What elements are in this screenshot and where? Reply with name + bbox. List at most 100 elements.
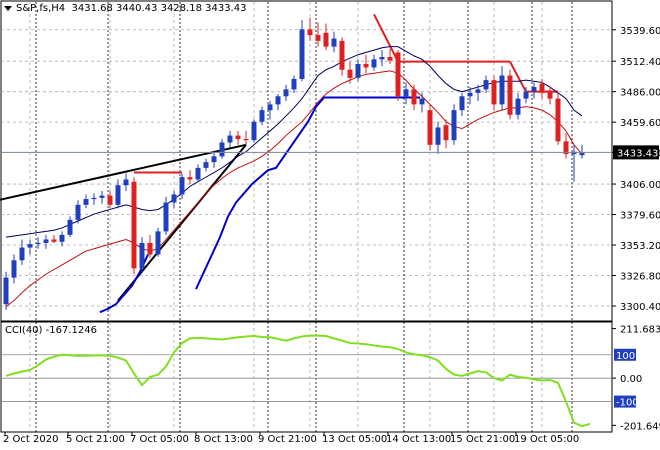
bull-candle (459, 96, 465, 111)
bear-candle (395, 52, 401, 97)
bull-candle (227, 135, 233, 143)
bull-candle (83, 199, 89, 205)
stop-line (99, 254, 149, 314)
bull-candle (163, 202, 169, 232)
bull-candle (219, 142, 225, 157)
bull-candle (419, 98, 425, 105)
cci-tick-label: 0.00 (620, 374, 642, 385)
bear-candle (363, 63, 369, 68)
bull-candle (531, 87, 537, 92)
bear-candle (307, 29, 313, 36)
y-tick-label: 3379.60 (620, 211, 660, 222)
cci-level-badge (614, 395, 636, 408)
bull-candle (91, 197, 97, 200)
bull-candle (211, 156, 217, 163)
bear-candle (507, 75, 513, 115)
cci-header: CCI(40) -167.1246 (5, 325, 97, 336)
bull-candle (123, 179, 129, 186)
main-plot-frame (0, 0, 613, 322)
x-tick-label: 8 Oct 13:00 (194, 434, 253, 445)
bull-candle (203, 162, 209, 168)
cci-line (5, 334, 591, 428)
bull-candle (139, 242, 145, 269)
bear-candle (131, 181, 137, 269)
bull-candle (27, 244, 33, 248)
bull-candle (435, 127, 441, 145)
x-tick-label: 13 Oct 05:00 (322, 434, 387, 445)
bull-candle (275, 96, 281, 105)
bear-candle (555, 98, 561, 142)
current-price-label: 3433.43 (617, 148, 658, 159)
bear-candle (187, 177, 193, 180)
bull-candle (331, 38, 337, 47)
x-tick-label: 14 Oct 13:00 (386, 434, 451, 445)
bull-candle (251, 121, 257, 141)
chart-header: S&P,fs,H4 3431.68 3440.43 3428.18 3433.4… (4, 3, 246, 14)
y-tick-label: 3326.80 (620, 272, 660, 283)
bull-candle (259, 110, 265, 122)
cci-tick-label: -100 (616, 398, 639, 409)
bull-candle (59, 234, 65, 242)
resistance-line (509, 61, 527, 93)
bear-candle (547, 90, 553, 99)
bull-candle (115, 185, 121, 205)
y-tick-label: 3539.60 (620, 26, 660, 37)
bear-candle (107, 195, 113, 205)
triangle-down-icon[interactable] (4, 5, 12, 11)
bear-candle (51, 239, 57, 242)
bull-candle (75, 204, 81, 220)
y-tick-label: 3512.40 (620, 57, 660, 68)
cci-tick-label: -201.649 (620, 421, 660, 432)
bull-candle (35, 242, 41, 245)
bull-candle (475, 89, 481, 93)
y-tick-label: 3300.40 (620, 302, 660, 313)
bear-candle (243, 139, 249, 141)
cci-tick-label: 100 (616, 351, 635, 362)
bear-candle (147, 242, 153, 255)
y-tick-label: 3486.00 (620, 88, 660, 99)
bull-candle (483, 80, 489, 90)
bear-candle (339, 40, 345, 70)
bull-candle (43, 239, 49, 243)
bull-candle (11, 260, 17, 278)
bull-candle (523, 91, 529, 99)
bear-candle (443, 125, 449, 141)
cci-level-badge (614, 348, 636, 361)
bull-candle (67, 219, 73, 235)
bear-candle (323, 32, 329, 47)
y-tick-label: 3406.00 (620, 180, 660, 191)
bear-candle (387, 57, 393, 61)
cci-name: CCI(40) (5, 325, 43, 336)
bear-candle (491, 80, 497, 105)
bull-candle (579, 152, 585, 156)
resistance-line (373, 13, 399, 63)
bull-candle (283, 89, 289, 97)
bear-candle (347, 69, 353, 78)
bear-candle (427, 110, 433, 145)
bull-candle (515, 98, 521, 115)
bull-candle (499, 75, 505, 105)
bear-candle (539, 83, 545, 93)
x-tick-label: 15 Oct 21:00 (450, 434, 515, 445)
bull-candle (379, 57, 385, 60)
bull-candle (19, 247, 25, 261)
bull-candle (403, 89, 409, 97)
cci-plot-frame (0, 321, 613, 433)
stop-line (195, 96, 420, 290)
bear-candle (315, 35, 321, 41)
bull-candle (267, 104, 273, 111)
bear-candle (411, 89, 417, 105)
bull-candle (467, 92, 473, 97)
y-tick-label: 3353.20 (620, 241, 660, 252)
bull-candle (299, 29, 305, 79)
bull-candle (179, 177, 185, 195)
bull-candle (171, 194, 177, 203)
bull-candle (355, 63, 361, 78)
bear-candle (235, 135, 241, 140)
x-tick-label: 19 Oct 05:00 (514, 434, 579, 445)
bull-candle (371, 59, 377, 68)
trendline (0, 143, 247, 201)
channel-lower-line (5, 70, 583, 307)
